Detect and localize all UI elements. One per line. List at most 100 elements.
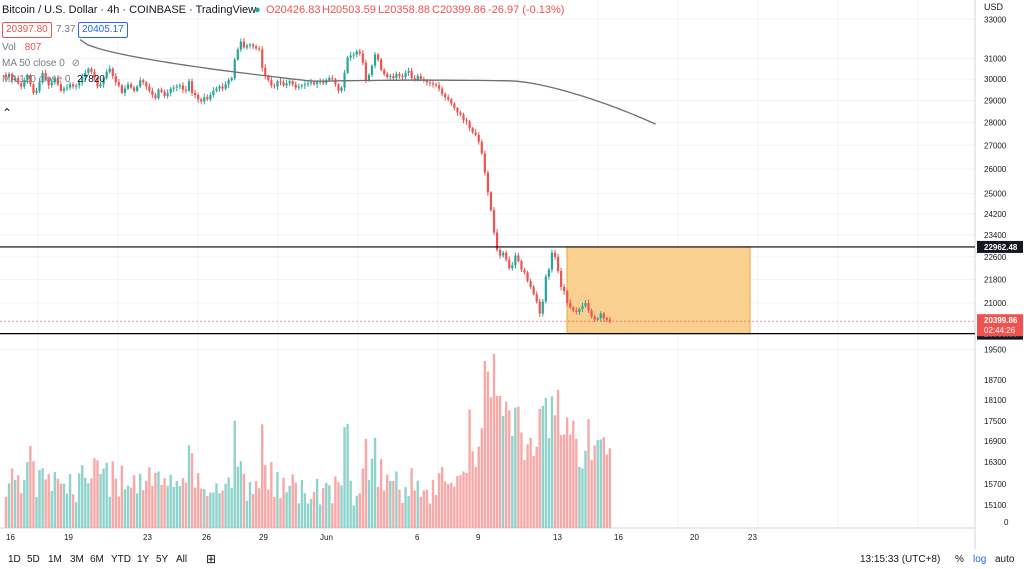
low-value: L20358.88 [378,4,430,16]
volume-label: Vol [2,42,16,53]
candle-body [105,71,108,79]
candle-body [203,97,206,102]
auto-scale-toggle[interactable]: auto [995,554,1015,565]
price-tick-label: 23400 [984,231,1007,240]
volume-bar [242,473,246,528]
volume-bar [23,480,26,528]
percent-scale-toggle[interactable]: % [955,554,964,565]
candle-body [309,82,313,84]
candle-body [550,252,554,270]
candle-body [145,82,148,87]
range-all[interactable]: All [176,554,188,565]
candle-body [117,82,120,86]
volume-bar [203,489,206,528]
volume-bar [447,484,450,528]
volume-tick-label: 18700 [984,376,1007,385]
candle-body [331,78,334,80]
volume-bar [17,475,20,528]
candle-body [312,82,316,85]
candle-body [355,51,358,55]
eye-hidden-icon[interactable]: ⊘ [71,58,80,69]
ma120-indicator-legend[interactable]: MA 120 close 0 27820 [2,74,105,85]
candle-body [569,303,572,308]
log-scale-toggle[interactable]: log [973,554,987,565]
volume-indicator-legend[interactable]: Vol 807 [2,42,41,53]
volume-bar [511,435,514,528]
volume-bar [566,417,569,528]
volume-bar [32,461,35,528]
volume-bar [251,493,255,528]
volume-bar [562,434,566,528]
volume-bar [349,480,352,528]
volume-bar [404,487,407,528]
volume-bar [331,503,334,528]
range-3m[interactable]: 3M [70,554,84,565]
range-1y[interactable]: 1Y [137,554,150,565]
clock-time[interactable]: 13:15:33 (UTC+8) [860,554,941,565]
candle-body [11,73,14,81]
candle-body [416,76,419,81]
candle-body [322,81,325,84]
volume-bar [309,498,313,528]
range-5d[interactable]: 5D [27,554,40,565]
candle-body [367,74,371,81]
candle-body [197,95,200,100]
price-tick-label: 24200 [984,210,1007,219]
buy-button[interactable]: 20405.17 [78,22,128,38]
volume-bar [35,496,38,528]
range-1d[interactable]: 1D [8,554,21,565]
candle-body [468,121,471,129]
volume-bar [352,505,355,528]
candle-body [151,90,154,96]
volume-bar [41,468,44,528]
candle-body [578,309,581,313]
candle-body [575,310,578,313]
candle-body [340,87,343,91]
date-range-icon[interactable]: ⊞ [206,552,217,566]
candle-body [264,67,267,77]
volume-bar [273,496,276,528]
candle-body [38,82,41,91]
volume-bar [325,482,328,528]
volume-bar [248,482,252,528]
volume-bar [200,488,203,528]
candle-body [477,134,480,142]
volume-bar [142,490,145,528]
volume-bar [337,482,340,528]
horizontal-levels [0,246,975,335]
volume-bar [300,480,304,528]
volume-bar [572,420,575,528]
candle-body [255,46,258,49]
candle-body [438,85,441,89]
ma50-indicator-legend[interactable]: MA 50 close 0 ⊘ [2,58,80,69]
volume-bar [529,437,532,528]
volume-bar [184,482,188,528]
range-5y[interactable]: 5Y [156,554,169,565]
candle-body [273,85,276,87]
candle-body [7,73,11,78]
candle-body [90,68,93,72]
volume-bar [81,465,84,528]
range-6m[interactable]: 6M [90,554,104,565]
time-tick-label: 23 [143,533,152,542]
range-ytd[interactable]: YTD [111,554,131,565]
volume-bar [376,486,380,528]
volume-bar [224,483,227,528]
market-status-icon: ● [254,4,261,16]
volume-bar [285,492,288,528]
candle-body [120,85,123,93]
volume-bar [264,465,267,528]
sell-button[interactable]: 20397.80 [2,22,52,38]
symbol-title[interactable]: Bitcoin / U.S. Dollar · 4h · COINBASE · … [2,4,257,16]
volume-bar [379,459,383,528]
volume-bar [270,462,273,528]
volume-bar [550,396,554,528]
volume-bar [514,407,517,528]
candle-body [398,73,401,77]
candle-body [358,51,361,54]
volume-bar [306,503,310,528]
range-1m[interactable]: 1M [48,554,62,565]
collapse-legend-icon[interactable]: ⌃ [2,106,13,120]
